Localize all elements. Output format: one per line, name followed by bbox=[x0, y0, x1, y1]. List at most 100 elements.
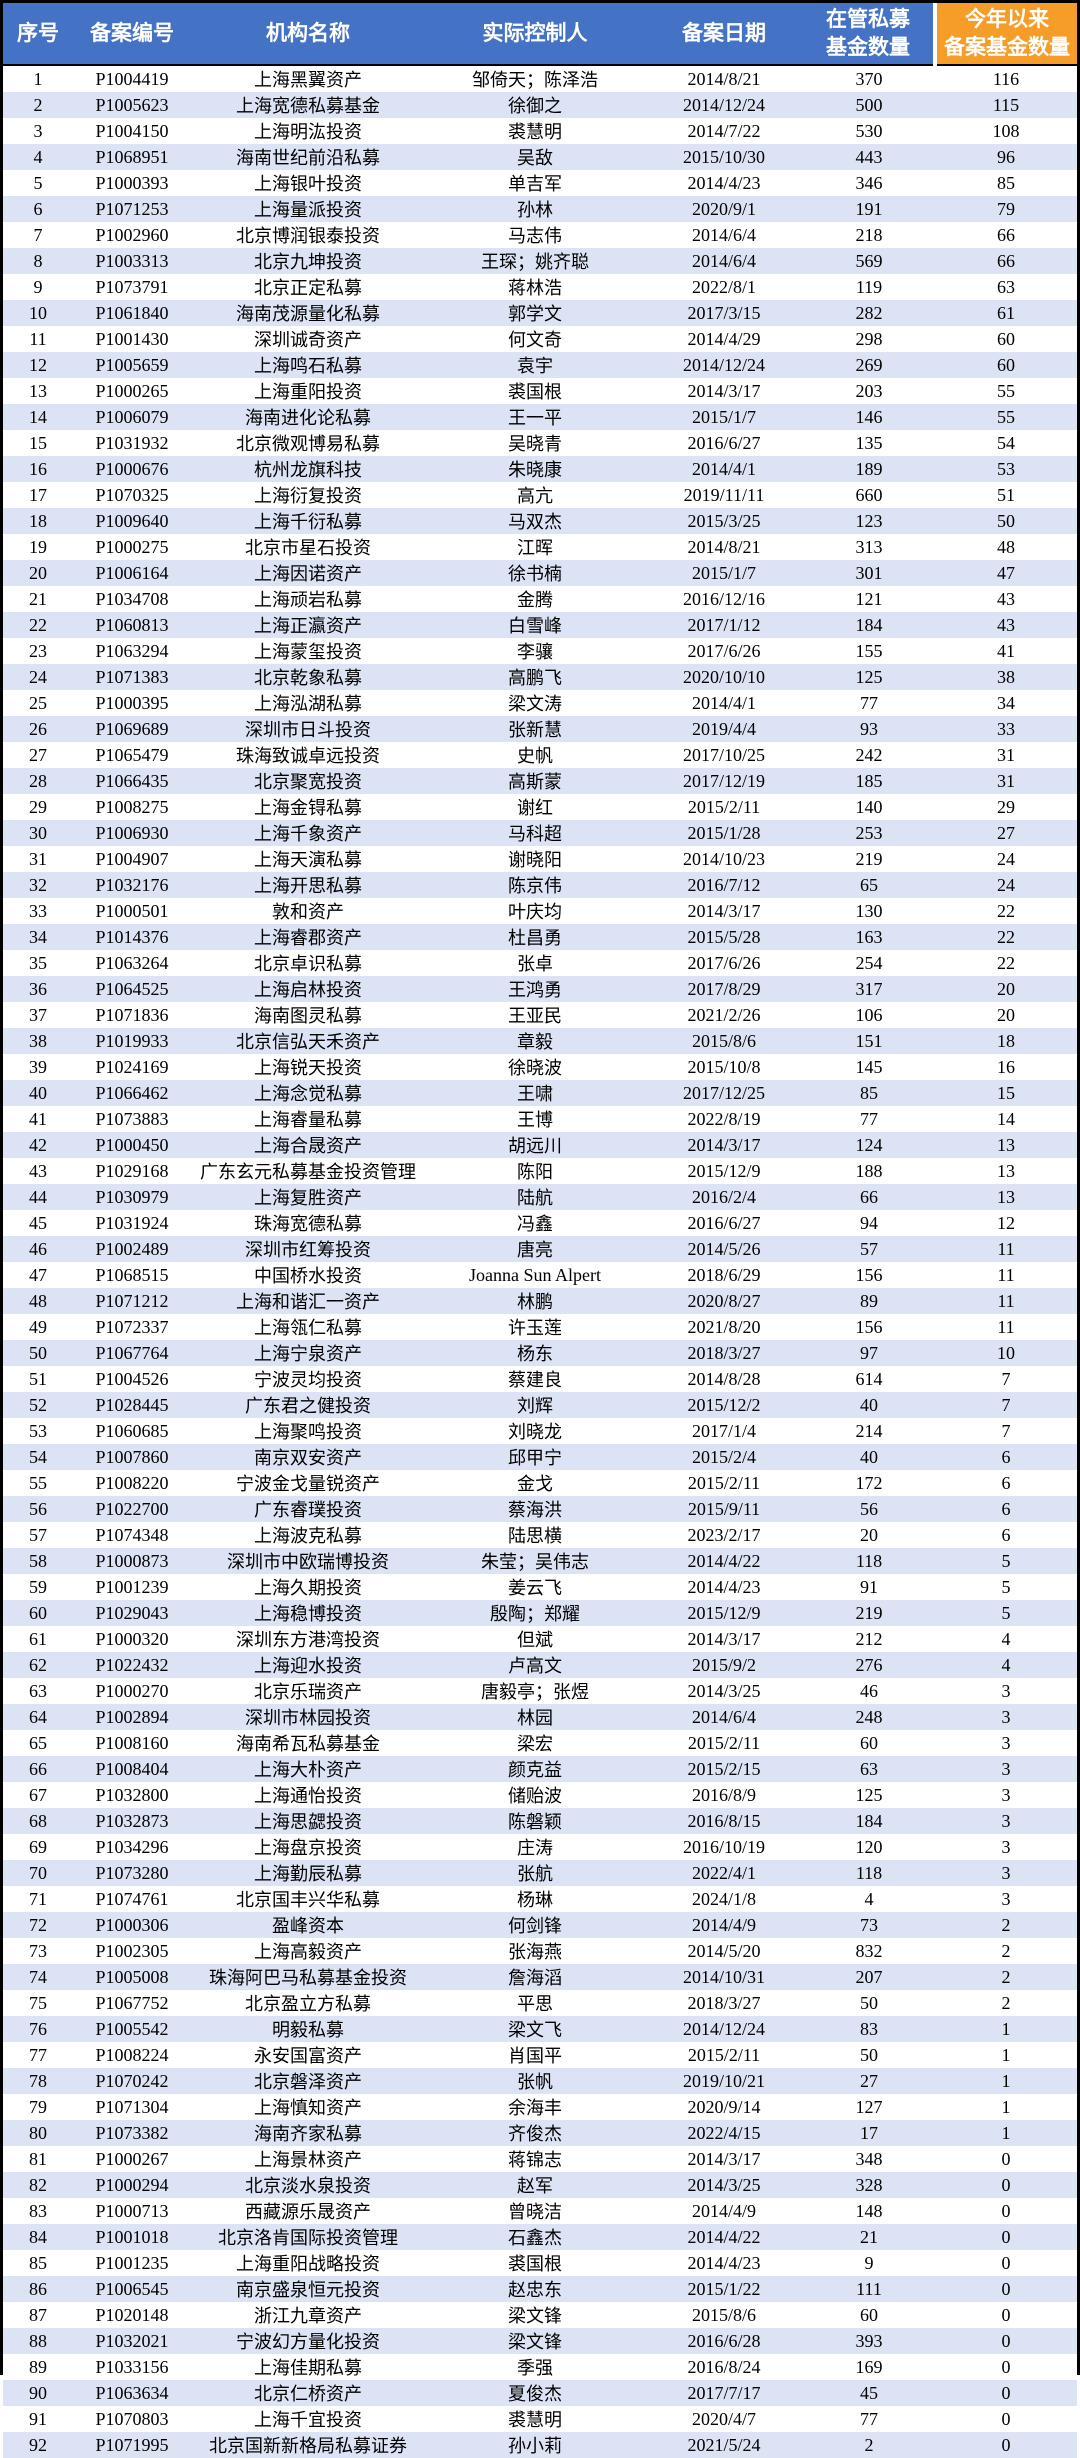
table-row: 64 P1002894 深圳市林园投资 林园 2014/6/4 248 3 bbox=[3, 1704, 1077, 1730]
cell-ytd-registered-count: 2 bbox=[1001, 1914, 1011, 1935]
cell-reg-date: 2016/10/19 bbox=[682, 1836, 765, 1857]
cell-managed-fund-count: 203 bbox=[855, 380, 883, 401]
cell-ytd-registered-count: 27 bbox=[997, 822, 1015, 843]
cell-managed-fund-count: 301 bbox=[855, 562, 883, 583]
cell-index: 41 bbox=[29, 1108, 47, 1129]
cell-controller: 马双杰 bbox=[508, 512, 562, 532]
cell-reg-date: 2014/4/29 bbox=[687, 328, 761, 349]
table-row: 14 P1006079 海南进化论私募 王一平 2015/1/7 146 55 bbox=[3, 404, 1077, 430]
cell-index: 25 bbox=[29, 692, 47, 713]
col-header-ytd-registered-count: 今年以来 备案基金数量 bbox=[933, 3, 1077, 66]
cell-controller: 陆思横 bbox=[508, 1526, 562, 1546]
cell-reg-date: 2015/2/15 bbox=[687, 1758, 761, 1779]
cell-controller: 白雪峰 bbox=[508, 616, 562, 636]
cell-reg-date: 2015/1/28 bbox=[687, 822, 761, 843]
cell-managed-fund-count: 218 bbox=[855, 224, 883, 245]
cell-managed-fund-count: 146 bbox=[855, 406, 883, 427]
table-row: 67 P1032800 上海通怡投资 储贻波 2016/8/9 125 3 bbox=[3, 1782, 1077, 1808]
table-row: 40 P1066462 上海念觉私募 王啸 2017/12/25 85 15 bbox=[3, 1080, 1077, 1106]
cell-managed-fund-count: 73 bbox=[860, 1914, 878, 1935]
table-row: 32 P1032176 上海开思私募 陈京伟 2016/7/12 65 24 bbox=[3, 872, 1077, 898]
fund-table: 序号 备案编号 机构名称 实际控制人 备案日期 在管私募 基金数量 今年以来 备… bbox=[3, 3, 1077, 2458]
cell-index: 85 bbox=[29, 2252, 47, 2273]
cell-index: 59 bbox=[29, 1576, 47, 1597]
cell-reg-no: P1006545 bbox=[95, 2278, 169, 2299]
cell-index: 4 bbox=[33, 146, 43, 167]
cell-managed-fund-count: 169 bbox=[855, 2356, 883, 2377]
cell-org-name: 上海泓湖私募 bbox=[254, 694, 362, 714]
cell-index: 1 bbox=[33, 68, 43, 89]
cell-org-name: 上海重阳投资 bbox=[254, 382, 362, 402]
table-row: 47 P1068515 中国桥水投资 Joanna Sun Alpert 2018/6/… bbox=[3, 1262, 1077, 1288]
cell-managed-fund-count: 219 bbox=[855, 848, 883, 869]
col-header-controller: 实际控制人 bbox=[425, 3, 645, 66]
cell-index: 9 bbox=[33, 276, 43, 297]
table-row: 10 P1061840 海南茂源量化私募 郭学文 2017/3/15 282 61 bbox=[3, 300, 1077, 326]
cell-index: 30 bbox=[29, 822, 47, 843]
cell-index: 90 bbox=[29, 2382, 47, 2403]
cell-controller: 赵忠东 bbox=[508, 2280, 562, 2300]
cell-org-name: 上海锐天投资 bbox=[254, 1058, 362, 1078]
cell-index: 37 bbox=[29, 1004, 47, 1025]
cell-org-name: 北京微观博易私募 bbox=[236, 434, 380, 454]
cell-controller: 陈京伟 bbox=[508, 876, 562, 896]
cell-reg-no: P1002894 bbox=[95, 1706, 169, 1727]
cell-reg-date: 2014/6/4 bbox=[691, 224, 756, 245]
cell-managed-fund-count: 77 bbox=[860, 2408, 878, 2429]
cell-reg-date: 2015/1/22 bbox=[687, 2278, 761, 2299]
cell-controller: 庄涛 bbox=[517, 1838, 553, 1858]
cell-ytd-registered-count: 43 bbox=[997, 614, 1015, 635]
cell-controller: 裘慧明 bbox=[508, 2410, 562, 2430]
table-row: 38 P1019933 北京信弘天禾资产 章毅 2015/8/6 151 18 bbox=[3, 1028, 1077, 1054]
table-row: 24 P1071383 北京乾象私募 高鹏飞 2020/10/10 125 38 bbox=[3, 664, 1077, 690]
cell-controller: 夏俊杰 bbox=[508, 2384, 562, 2404]
table-row: 42 P1000450 上海合晟资产 胡远川 2014/3/17 124 13 bbox=[3, 1132, 1077, 1158]
cell-controller: 刘辉 bbox=[517, 1396, 553, 1416]
cell-ytd-registered-count: 7 bbox=[1001, 1420, 1011, 1441]
table-row: 43 P1029168 广东玄元私募基金投资管理 陈阳 2015/12/9 188 13 bbox=[3, 1158, 1077, 1184]
cell-reg-no: P1004907 bbox=[95, 848, 169, 869]
cell-reg-date: 2020/9/14 bbox=[687, 2096, 761, 2117]
cell-reg-no: P1034708 bbox=[95, 588, 169, 609]
cell-ytd-registered-count: 41 bbox=[997, 640, 1015, 661]
cell-index: 35 bbox=[29, 952, 47, 973]
cell-org-name: 上海千象资产 bbox=[254, 824, 362, 844]
cell-reg-no: P1006930 bbox=[95, 822, 169, 843]
cell-reg-no: P1065479 bbox=[95, 744, 169, 765]
cell-reg-date: 2015/10/8 bbox=[687, 1056, 761, 1077]
cell-controller: 裘国根 bbox=[508, 382, 562, 402]
cell-reg-no: P1071383 bbox=[95, 666, 169, 687]
table-row: 53 P1060685 上海聚鸣投资 刘晓龙 2017/1/4 214 7 bbox=[3, 1418, 1077, 1444]
cell-ytd-registered-count: 34 bbox=[997, 692, 1015, 713]
cell-org-name: 南京双安资产 bbox=[254, 1448, 362, 1468]
cell-index: 72 bbox=[29, 1914, 47, 1935]
cell-org-name: 浙江九章资产 bbox=[254, 2306, 362, 2326]
table-row: 33 P1000501 敦和资产 叶庆均 2014/3/17 130 22 bbox=[3, 898, 1077, 924]
cell-ytd-registered-count: 22 bbox=[997, 952, 1015, 973]
cell-managed-fund-count: 248 bbox=[855, 1706, 883, 1727]
cell-org-name: 深圳市林园投资 bbox=[245, 1708, 371, 1728]
cell-reg-no: P1002305 bbox=[95, 1940, 169, 1961]
cell-managed-fund-count: 57 bbox=[860, 1238, 878, 1259]
table-row: 23 P1063294 上海蒙玺投资 李骧 2017/6/26 155 41 bbox=[3, 638, 1077, 664]
table-row: 84 P1001018 北京洛肯国际投资管理 石鑫杰 2014/4/22 21 0 bbox=[3, 2224, 1077, 2250]
cell-reg-no: P1000320 bbox=[95, 1628, 169, 1649]
cell-org-name: 上海迎水投资 bbox=[254, 1656, 362, 1676]
table-row: 3 P1004150 上海明汯投资 裘慧明 2014/7/22 530 108 bbox=[3, 118, 1077, 144]
table-row: 55 P1008220 宁波金戈量锐资产 金戈 2015/2/11 172 6 bbox=[3, 1470, 1077, 1496]
cell-controller: 谢晓阳 bbox=[508, 850, 562, 870]
cell-controller: 冯鑫 bbox=[517, 1214, 553, 1234]
cell-managed-fund-count: 17 bbox=[860, 2122, 878, 2143]
cell-index: 22 bbox=[29, 614, 47, 635]
cell-controller: 储贻波 bbox=[508, 1786, 562, 1806]
col-header-reg-date: 备案日期 bbox=[645, 3, 803, 66]
cell-managed-fund-count: 27 bbox=[860, 2070, 878, 2091]
cell-org-name: 明毅私募 bbox=[272, 2020, 344, 2040]
cell-reg-no: P1008275 bbox=[95, 796, 169, 817]
cell-managed-fund-count: 50 bbox=[860, 1992, 878, 2013]
cell-index: 70 bbox=[29, 1862, 47, 1883]
cell-reg-no: P1061840 bbox=[95, 302, 169, 323]
cell-org-name: 上海蒙玺投资 bbox=[254, 642, 362, 662]
cell-ytd-registered-count: 0 bbox=[1001, 2252, 1011, 2273]
cell-controller: 但斌 bbox=[517, 1630, 553, 1650]
